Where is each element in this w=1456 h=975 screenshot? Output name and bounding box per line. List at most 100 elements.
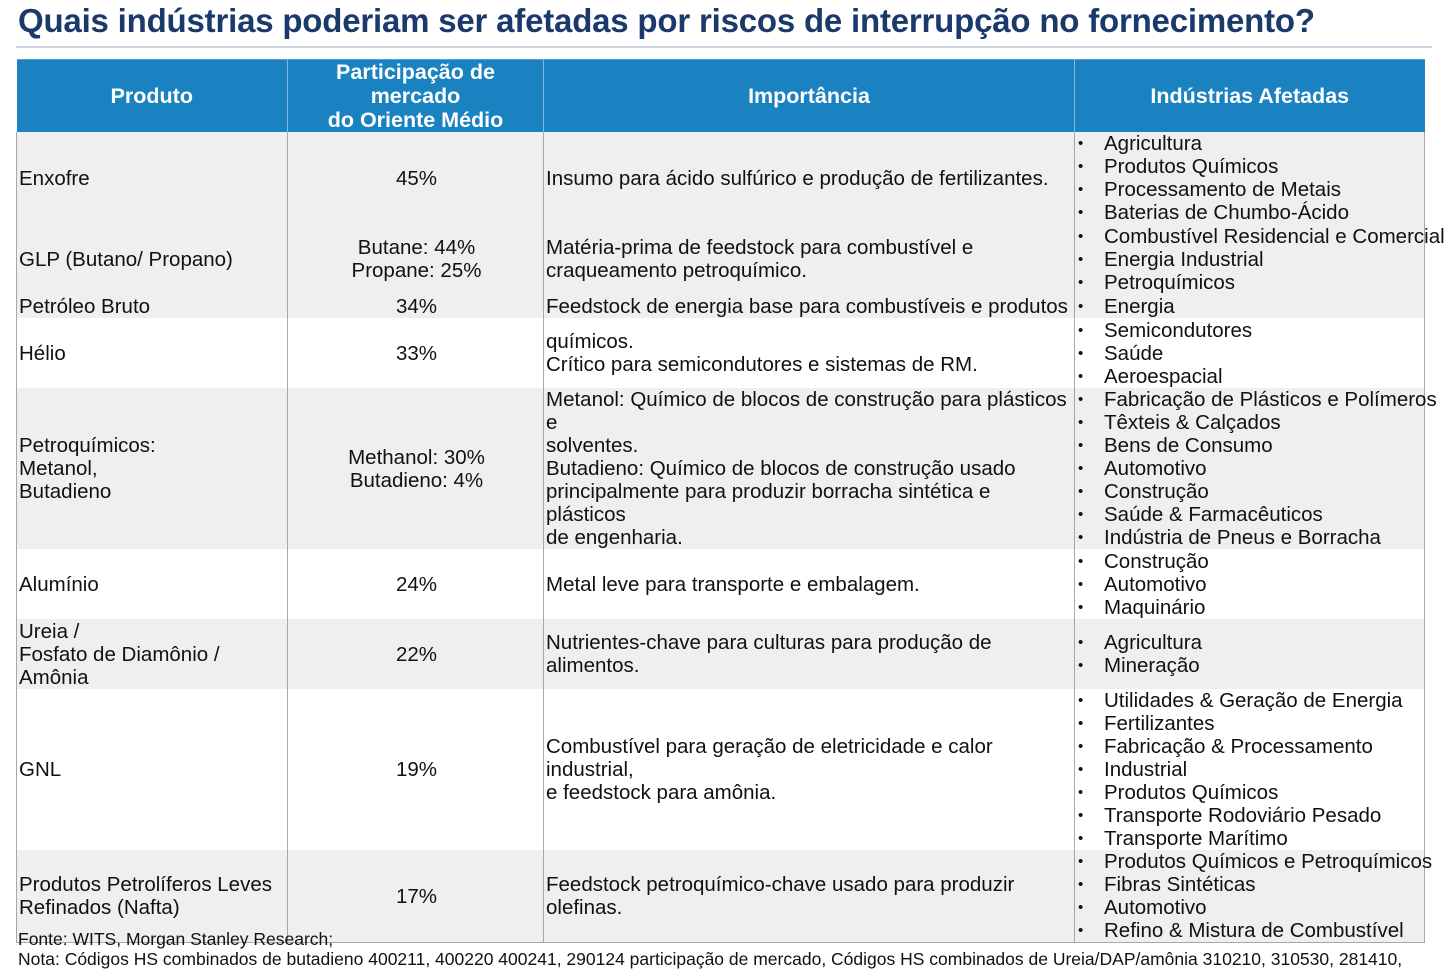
importance-line: Nutrientes-chave para culturas para prod… (546, 631, 992, 677)
footer: Fonte: WITS, Morgan Stanley Research; No… (18, 929, 1438, 969)
industry-list-item: Produtos Químicos e Petroquímicos (1077, 850, 1432, 873)
cell-share: 17% (287, 850, 544, 943)
industry-list-item: Automotivo (1077, 457, 1424, 480)
product-line: Butadieno (19, 480, 112, 503)
header-market-share-line1: Participação de mercado (336, 60, 495, 108)
share-line: Propane: 25% (351, 259, 482, 282)
product-line: Alumínio (19, 572, 99, 596)
table-row: Enxofre 45% Insumo para ácido sulfúrico e … (16, 132, 1425, 224)
importance-line: craqueamento petroquímico. (546, 259, 807, 282)
product-line: Ureia / (19, 619, 80, 643)
importance-line: principalmente para produzir borracha si… (546, 480, 991, 526)
industry-list-item: Semicondutores (1077, 319, 1424, 342)
industry-list-item: Indústria de Pneus e Borracha (1077, 526, 1424, 549)
table-row: Ureia / Fosfato de Diamônio / Amônia 22% Nut… (16, 619, 1425, 689)
cell-share: 24% (287, 549, 544, 619)
cell-importance: Feedstock de energia base para combustív… (543, 294, 1075, 318)
product-line: Metanol, (19, 457, 98, 480)
cell-industries: AgriculturaProdutos QuímicosProcessament… (1074, 132, 1425, 224)
header-industries: Indústrias Afetadas (1074, 59, 1425, 132)
importance-line: de engenharia. (546, 526, 683, 549)
cell-share: Methanol: 30% Butadieno: 4% (287, 388, 544, 549)
cell-share: 22% (287, 619, 544, 689)
cell-product: Hélio (16, 318, 288, 388)
industry-list-item: Utilidades & Geração de Energia (1077, 689, 1424, 712)
cell-product: Petroquímicos: Metanol, Butadieno (16, 388, 288, 549)
supply-risk-table: Produto Participação de mercado do Orien… (16, 59, 1445, 943)
table-row: Petroquímicos: Metanol, Butadieno Methanol:… (16, 388, 1437, 549)
industries-list: AgriculturaProdutos QuímicosProcessament… (1077, 132, 1424, 224)
cell-product: Enxofre (16, 132, 288, 224)
cell-importance: Combustível para geração de eletricidade… (543, 689, 1075, 850)
industries-list: Produtos Químicos e PetroquímicosFibras … (1077, 850, 1432, 942)
industries-list: AgriculturaMineração (1077, 631, 1424, 677)
share-line: 22% (395, 642, 438, 666)
header-importance: Importância (543, 59, 1075, 132)
share-line: Butane: 44% (357, 236, 476, 259)
industry-list-item: Agricultura (1077, 132, 1424, 155)
page-title: Quais indústrias poderiam ser afetadas p… (18, 2, 1315, 39)
cell-importance: químicos. Crítico para semicondutores e s… (543, 318, 1075, 388)
cell-industries: ConstruçãoAutomotivoMaquinário (1074, 549, 1425, 619)
industry-list-item: Saúde (1077, 342, 1424, 365)
industry-list-item: Processamento de Metais (1077, 178, 1424, 201)
table-row: Hélio 33% químicos. Crítico para semicondut… (16, 318, 1425, 388)
importance-line: solventes. (546, 434, 639, 457)
product-line: GNL (19, 758, 62, 781)
cell-product: Petróleo Bruto (16, 294, 288, 318)
industries-list: ConstruçãoAutomotivoMaquinário (1077, 550, 1424, 619)
footer-note: Nota: Códigos HS combinados de butadieno… (18, 949, 1403, 969)
product-line: Fosfato de Diamônio / (19, 642, 220, 666)
industry-list-item: Fertilizantes (1077, 712, 1424, 735)
industries-list: Fabricação de Plásticos e PolímerosTêxte… (1077, 388, 1437, 549)
footer-source: Fonte: WITS, Morgan Stanley Research; (18, 929, 334, 949)
industry-list-item: Automotivo (1077, 573, 1424, 596)
industry-list-item: Transporte Rodoviário Pesado (1077, 804, 1424, 827)
cell-industries: AgriculturaMineração (1074, 619, 1425, 689)
cell-importance: Matéria-prima de feedstock para combustí… (543, 224, 1075, 294)
header-market-share-line2: do Oriente Médio (327, 108, 504, 132)
importance-line: Butadieno: Químico de blocos de construç… (546, 457, 1016, 480)
cell-importance: Feedstock petroquímico-chave usado para … (543, 850, 1075, 943)
industries-list: Utilidades & Geração de EnergiaFertiliza… (1077, 689, 1424, 850)
industry-list-item: Aeroespacial (1077, 365, 1424, 388)
importance-line: Metanol: Químico de blocos de construção… (546, 388, 1067, 434)
importance-line: Matéria-prima de feedstock para combustí… (546, 236, 974, 259)
industry-list-item: Saúde & Farmacêuticos (1077, 503, 1424, 526)
product-line: Enxofre (19, 166, 90, 190)
industry-list-item: Fibras Sintéticas (1077, 873, 1424, 896)
table-row: Alumínio 24% Metal leve para transporte e … (16, 549, 1425, 619)
table-row: Petróleo Bruto 34% Feedstock de energia ba… (16, 294, 1425, 318)
cell-importance: Insumo para ácido sulfúrico e produção d… (543, 132, 1075, 224)
cell-share: Butane: 44% Propane: 25% (287, 224, 544, 294)
industry-list-item: Industrial (1077, 758, 1424, 781)
share-line: 24% (395, 572, 438, 596)
industry-list-item: Automotivo (1077, 896, 1424, 919)
share-line: 33% (395, 341, 438, 365)
industry-list-item: Transporte Marítimo (1077, 827, 1424, 850)
industry-list-item: Petroquímicos (1077, 271, 1424, 294)
industry-list-item: Mineração (1077, 654, 1424, 677)
industry-list-item: Agricultura (1077, 631, 1424, 654)
industries-list: SemicondutoresSaúdeAeroespacial (1077, 319, 1424, 388)
cell-product: Ureia / Fosfato de Diamônio / Amônia (16, 619, 288, 689)
cell-product: Produtos Petrolíferos Leves Refinados (Na… (16, 850, 288, 943)
cell-industries: Utilidades & Geração de EnergiaFertiliza… (1074, 689, 1425, 850)
cell-importance: Nutrientes-chave para culturas para prod… (543, 619, 1075, 689)
importance-line: Crítico para semicondutores e sistemas d… (546, 353, 978, 376)
cell-share: 33% (287, 318, 544, 388)
share-line: 17% (395, 884, 438, 908)
product-line: GLP (Butano/ Propano) (19, 247, 233, 271)
industry-list-item: Bens de Consumo (1077, 434, 1424, 457)
cell-share: 19% (287, 689, 544, 850)
header-product: Produto (16, 59, 288, 132)
industry-list-item: Fabricação de Plásticos e Polímeros (1077, 388, 1437, 411)
industry-list-item: Fabricação & Processamento (1077, 735, 1424, 758)
industry-list-item: Combustível Residencial e Comercial (1077, 225, 1445, 248)
table-body: Enxofre 45% Insumo para ácido sulfúrico e … (16, 132, 1445, 943)
industry-list-item: Produtos Químicos (1077, 155, 1424, 178)
header-market-share: Participação de mercado do Oriente Médio (287, 59, 544, 132)
product-line: Petróleo Bruto (19, 294, 151, 318)
importance-line: e feedstock para amônia. (546, 781, 777, 804)
industry-list-item: Refino & Mistura de Combustível (1077, 919, 1424, 942)
